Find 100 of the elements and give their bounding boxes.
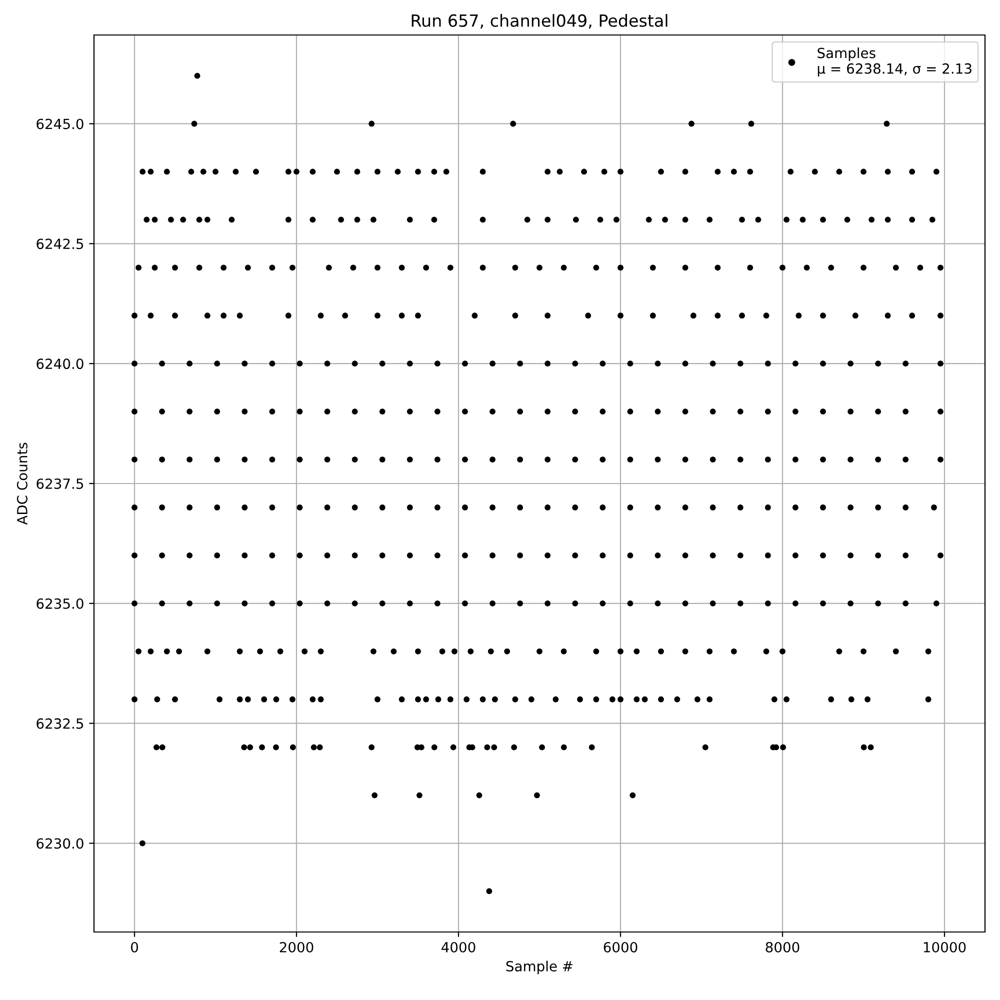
point bbox=[560, 648, 567, 654]
point bbox=[614, 216, 620, 223]
point bbox=[247, 744, 254, 750]
point bbox=[917, 264, 924, 271]
point bbox=[136, 648, 142, 654]
point bbox=[350, 264, 356, 271]
point bbox=[875, 600, 882, 606]
point bbox=[634, 648, 640, 654]
point bbox=[737, 408, 744, 414]
point bbox=[435, 696, 442, 702]
point bbox=[296, 504, 303, 510]
point bbox=[296, 600, 303, 606]
point bbox=[180, 216, 186, 223]
point bbox=[544, 456, 551, 462]
point bbox=[136, 264, 142, 271]
point bbox=[370, 648, 376, 654]
point bbox=[140, 168, 146, 175]
chart-title: Run 657, channel049, Pedestal bbox=[412, 14, 668, 29]
point bbox=[792, 360, 798, 367]
point bbox=[398, 312, 405, 319]
point bbox=[214, 456, 220, 462]
point bbox=[544, 360, 551, 367]
point bbox=[423, 696, 430, 702]
point bbox=[784, 696, 790, 702]
point bbox=[588, 744, 595, 750]
point bbox=[662, 216, 668, 223]
point bbox=[848, 456, 854, 462]
point bbox=[658, 648, 664, 654]
point bbox=[884, 312, 891, 319]
point bbox=[294, 168, 300, 175]
point bbox=[682, 360, 688, 367]
point bbox=[352, 552, 358, 558]
point bbox=[682, 168, 688, 175]
point bbox=[159, 504, 165, 510]
point bbox=[536, 264, 542, 271]
point bbox=[259, 744, 265, 750]
point bbox=[706, 648, 713, 654]
x-tick-label: 0 bbox=[130, 942, 138, 952]
point bbox=[379, 600, 386, 606]
point bbox=[690, 312, 696, 319]
point bbox=[560, 744, 567, 750]
point bbox=[828, 696, 834, 702]
point bbox=[310, 696, 316, 702]
point bbox=[702, 744, 708, 750]
point bbox=[938, 360, 944, 367]
point bbox=[820, 360, 826, 367]
point bbox=[352, 504, 358, 510]
point bbox=[434, 360, 440, 367]
point bbox=[491, 744, 498, 750]
point bbox=[216, 696, 222, 702]
point bbox=[290, 264, 296, 271]
point bbox=[368, 744, 375, 750]
point bbox=[884, 168, 891, 175]
point bbox=[511, 744, 518, 750]
point bbox=[654, 456, 661, 462]
point bbox=[848, 360, 854, 367]
point bbox=[600, 552, 606, 558]
point bbox=[285, 312, 292, 319]
point bbox=[931, 504, 937, 510]
point bbox=[627, 360, 634, 367]
point bbox=[269, 552, 276, 558]
point bbox=[176, 648, 182, 654]
point bbox=[909, 168, 916, 175]
point bbox=[852, 312, 858, 319]
point bbox=[764, 360, 771, 367]
point bbox=[909, 216, 916, 223]
point bbox=[476, 792, 482, 798]
point bbox=[517, 600, 524, 606]
point bbox=[800, 216, 806, 223]
point bbox=[273, 696, 280, 702]
point bbox=[682, 264, 688, 271]
point bbox=[269, 264, 276, 271]
point bbox=[253, 168, 259, 175]
point bbox=[462, 504, 468, 510]
point bbox=[338, 216, 344, 223]
point bbox=[836, 648, 842, 654]
point bbox=[415, 312, 421, 319]
point bbox=[310, 216, 316, 223]
point bbox=[132, 456, 138, 462]
point bbox=[820, 552, 826, 558]
point bbox=[379, 504, 386, 510]
point bbox=[462, 600, 468, 606]
point bbox=[682, 648, 688, 654]
point bbox=[490, 504, 496, 510]
point bbox=[186, 360, 193, 367]
point bbox=[618, 648, 624, 654]
point bbox=[572, 552, 578, 558]
point bbox=[658, 168, 664, 175]
point bbox=[318, 696, 324, 702]
point bbox=[488, 648, 494, 654]
point bbox=[938, 408, 944, 414]
point bbox=[374, 696, 380, 702]
point bbox=[236, 312, 243, 319]
point bbox=[938, 312, 944, 319]
point bbox=[132, 696, 138, 702]
point bbox=[780, 744, 786, 750]
point bbox=[148, 168, 154, 175]
point bbox=[892, 648, 899, 654]
point bbox=[820, 456, 826, 462]
point bbox=[159, 552, 165, 558]
